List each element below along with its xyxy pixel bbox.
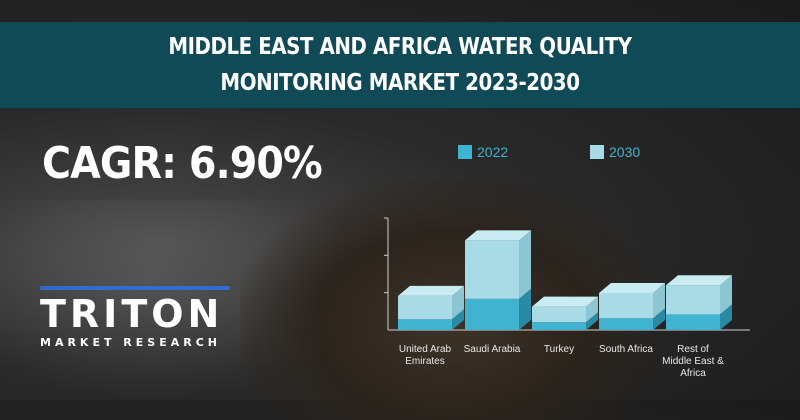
bar-top — [532, 296, 598, 307]
legend-swatch — [590, 145, 604, 159]
category-label: Rest of Middle East & Africa — [662, 344, 724, 379]
logo-accent-bar — [40, 286, 230, 290]
bar-top — [398, 285, 464, 296]
legend-swatch — [458, 145, 472, 159]
cagr-label: CAGR: 6.90% — [42, 138, 323, 189]
bar-top — [599, 282, 665, 293]
bar-2030 — [599, 292, 653, 319]
bar-2022 — [465, 298, 519, 330]
bar-top — [666, 275, 732, 286]
bar-top — [465, 230, 531, 241]
category-label: United Arab Emirates — [399, 344, 452, 367]
bar-2030 — [398, 295, 452, 320]
bar-2022 — [599, 318, 653, 330]
bar-side-2022 — [519, 288, 531, 330]
bar-2030 — [532, 306, 586, 323]
bar-side-2030 — [452, 285, 464, 320]
bar-side-2030 — [586, 296, 598, 323]
bar-side-2022 — [653, 308, 665, 330]
bar-side-2022 — [586, 312, 598, 330]
triton-logo: TRITON MARKET RESEARCH — [40, 286, 240, 352]
bar-2022 — [398, 319, 452, 330]
bar-side-2022 — [452, 309, 464, 330]
bar-2022 — [666, 314, 720, 330]
legend-label: 2022 — [477, 144, 508, 160]
bar-2022 — [532, 322, 586, 330]
title-banner: MIDDLE EAST AND AFRICA WATER QUALITY MON… — [0, 22, 800, 108]
bar-2030 — [666, 285, 720, 315]
category-label: Saudi Arabia — [464, 344, 521, 355]
legend-label: 2030 — [609, 144, 640, 160]
bar-chart: 2022 2030 United Arab Emirates Saudi Arabia T… — [384, 144, 750, 379]
category-label: South Africa — [599, 344, 653, 355]
page-title: MIDDLE EAST AND AFRICA WATER QUALITY MON… — [168, 34, 632, 96]
bar-side-2022 — [720, 304, 732, 330]
bar-2030 — [465, 240, 519, 299]
category-label: Turkey — [544, 344, 574, 355]
bar-side-2030 — [519, 230, 531, 299]
logo-tagline: MARKET RESEARCH — [40, 336, 221, 349]
bar-side-2030 — [653, 282, 665, 319]
bar-side-2030 — [720, 275, 732, 315]
logo-name: TRITON — [40, 292, 224, 336]
